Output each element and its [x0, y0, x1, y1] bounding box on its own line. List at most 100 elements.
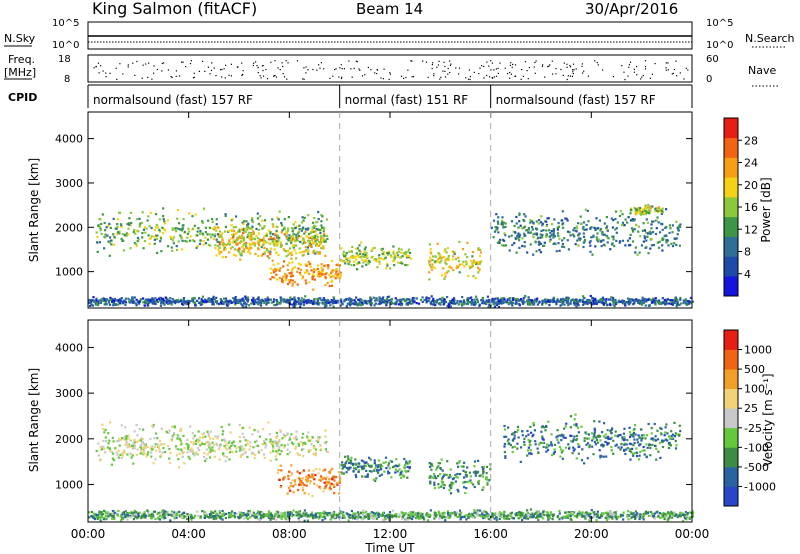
- heatmap-cell: [577, 445, 580, 448]
- heatmap-cell: [214, 229, 217, 232]
- heatmap-cell: [283, 249, 286, 252]
- heatmap-cell: [588, 299, 591, 303]
- heatmap-cell: [672, 301, 675, 304]
- heatmap-cell: [529, 221, 532, 224]
- heatmap-cell: [493, 300, 496, 303]
- heatmap-cell: [129, 299, 132, 302]
- heatmap-cell: [583, 297, 586, 300]
- heatmap-cell: [99, 458, 102, 461]
- heatmap-cell: [223, 246, 226, 249]
- heatmap-cell: [246, 298, 249, 301]
- heatmap-cell: [311, 436, 314, 439]
- heatmap-cell: [320, 213, 323, 217]
- heatmap-cell: [347, 459, 350, 462]
- heatmap-cell: [664, 426, 667, 429]
- heatmap-cell: [294, 447, 297, 450]
- freq-dot: [122, 73, 124, 75]
- y-tick-label: 3000: [55, 177, 83, 190]
- heatmap-cell: [678, 434, 681, 437]
- heatmap-cell: [631, 299, 634, 302]
- freq-dot: [228, 74, 230, 76]
- heatmap-cell: [406, 302, 409, 305]
- heatmap-cell: [291, 284, 294, 287]
- heatmap-cell: [306, 437, 309, 440]
- heatmap-cell: [265, 234, 268, 237]
- heatmap-cell: [133, 444, 136, 447]
- heatmap-cell: [585, 432, 588, 435]
- heatmap-cell: [385, 298, 389, 301]
- heatmap-cell: [269, 253, 272, 256]
- heatmap-cell: [103, 431, 106, 434]
- heatmap-cell: [494, 297, 497, 300]
- heatmap-cell: [319, 479, 322, 482]
- heatmap-cell: [597, 238, 600, 241]
- heatmap-cell: [584, 208, 587, 211]
- heatmap-cell: [326, 282, 329, 285]
- heatmap-cell: [503, 298, 506, 301]
- heatmap-cell: [405, 298, 409, 301]
- heatmap-cell: [129, 452, 132, 455]
- heatmap-cell: [107, 224, 110, 227]
- freq-dot: [303, 78, 305, 80]
- heatmap-cell: [633, 438, 636, 441]
- heatmap-cell: [379, 463, 382, 466]
- heatmap-cell: [503, 239, 506, 242]
- heatmap-cell: [249, 251, 252, 254]
- freq-dot: [627, 75, 629, 77]
- heatmap-cell: [434, 260, 437, 263]
- heatmap-cell: [368, 470, 371, 473]
- heatmap-cell: [365, 263, 368, 266]
- heatmap-cell: [202, 243, 205, 246]
- heatmap-cell: [386, 262, 389, 265]
- freq-dot: [572, 73, 574, 75]
- heatmap-cell: [319, 240, 323, 243]
- heatmap-cell: [287, 477, 290, 480]
- freq-dot: [339, 67, 341, 69]
- heatmap-cell: [629, 207, 632, 210]
- heatmap-cell: [503, 442, 506, 446]
- freq-dot: [318, 64, 320, 66]
- heatmap-cell: [612, 296, 615, 299]
- heatmap-cell: [368, 300, 372, 303]
- heatmap-cell: [206, 233, 209, 236]
- heatmap-cell: [228, 451, 231, 454]
- heatmap-cell: [548, 300, 552, 304]
- heatmap-cell: [379, 302, 383, 305]
- heatmap-cell: [545, 446, 548, 449]
- heatmap-cell: [643, 453, 646, 456]
- heatmap-cell: [245, 247, 249, 250]
- heatmap-cell: [183, 230, 186, 234]
- heatmap-cell: [267, 251, 270, 254]
- heatmap-cell: [610, 217, 613, 220]
- heatmap-cell: [392, 252, 395, 255]
- heatmap-cell: [324, 468, 327, 471]
- freq-dot: [566, 63, 568, 65]
- heatmap-cell: [457, 465, 460, 468]
- heatmap-cell: [531, 228, 534, 231]
- heatmap-cell: [602, 298, 605, 301]
- heatmap-cell: [177, 448, 180, 451]
- heatmap-cell: [445, 262, 448, 266]
- heatmap-cell: [323, 232, 326, 235]
- freq-dot: [376, 69, 379, 71]
- heatmap-cell: [305, 475, 308, 478]
- heatmap-cell: [143, 300, 146, 303]
- freq-dot: [161, 62, 163, 65]
- heatmap-cell: [363, 259, 366, 262]
- heatmap-cell: [267, 301, 270, 304]
- heatmap-cell: [481, 475, 484, 478]
- freq-dot: [185, 66, 187, 68]
- freq-dot: [450, 63, 452, 65]
- heatmap-cell: [503, 451, 506, 454]
- heatmap-cell: [577, 237, 580, 240]
- heatmap-cell: [240, 252, 243, 255]
- heatmap-cell: [631, 433, 634, 436]
- heatmap-cell: [276, 440, 279, 443]
- heatmap-cell: [632, 454, 635, 457]
- heatmap-cell: [296, 488, 300, 492]
- heatmap-cell: [269, 298, 272, 301]
- heatmap-cell: [441, 476, 445, 479]
- heatmap-cell: [247, 304, 250, 307]
- heatmap-cell: [276, 216, 279, 219]
- heatmap-cell: [417, 517, 421, 520]
